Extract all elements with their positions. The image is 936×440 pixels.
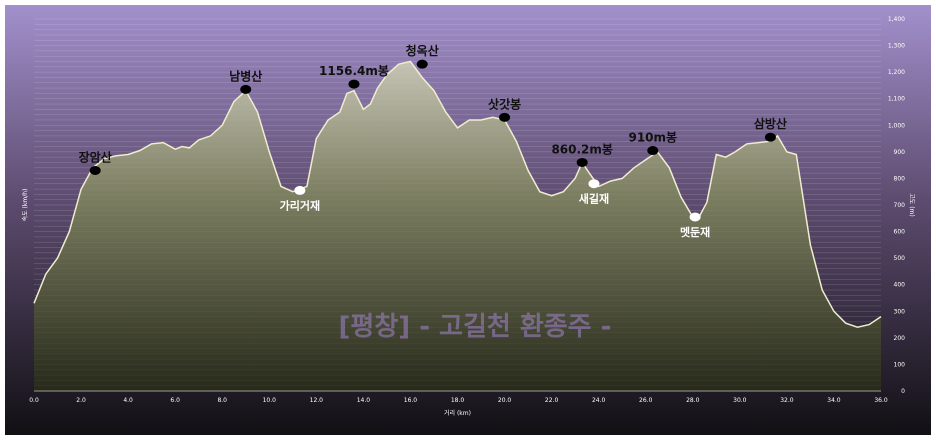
overlay-grid-lines [34, 18, 881, 392]
elevation-area [34, 61, 881, 391]
y-tick-label: 700 [894, 202, 906, 209]
peak-label: 삼방산 [754, 116, 787, 131]
x-tick-label: 30.0 [733, 397, 747, 404]
y-tick-labels-right: 0 100 200 300 400 500 600 700 800 900 1,000 1,100 1,… [888, 16, 905, 395]
x-tick-label: 20.0 [498, 397, 512, 404]
x-tick-label: 36.0 [874, 397, 888, 404]
peak-label: 삿갓봉 [488, 96, 521, 111]
pass-label: 새길재 [579, 192, 609, 206]
peak-marker [240, 84, 252, 94]
x-tick-label: 6.0 [170, 397, 180, 404]
x-tick-label: 0.0 [29, 397, 39, 404]
x-tick-label: 16.0 [404, 397, 418, 404]
x-tick-label: 10.0 [263, 397, 277, 404]
watermark-title: [평창] - 고길천 환종주 - [339, 312, 612, 342]
chart-svg: 0.0 2.0 4.0 6.0 8.0 10.0 12.0 14.0 16.0 18.0 20.0 2… [5, 5, 931, 435]
elevation-profile-chart: 0.0 2.0 4.0 6.0 8.0 10.0 12.0 14.0 16.0 18.0 20.0 2… [5, 5, 931, 435]
peak-marker [764, 132, 776, 142]
y-tick-label: 1,100 [888, 96, 905, 103]
y-axis-label-right: 고도 (m) [908, 193, 915, 216]
pass-marker [689, 212, 701, 222]
y-tick-label: 400 [894, 282, 906, 289]
x-tick-label: 22.0 [545, 397, 559, 404]
x-axis-label: 거리 (km) [444, 409, 471, 417]
x-tick-label: 4.0 [123, 397, 133, 404]
y-tick-label: 1,400 [888, 16, 905, 23]
peak-label: 910m봉 [628, 131, 677, 145]
peak-marker [576, 157, 588, 167]
y-tick-label: 800 [894, 175, 906, 182]
peak-marker [499, 112, 511, 122]
y-tick-label: 1,300 [888, 43, 905, 50]
pass-marker [294, 185, 306, 195]
y-tick-label: 900 [894, 149, 906, 156]
x-tick-label: 28.0 [686, 397, 700, 404]
y-axis-label-left: 속도 (km/h) [21, 189, 29, 222]
elevation-line [33, 60, 882, 328]
x-tick-label: 12.0 [310, 397, 324, 404]
pass-label: 가리거재 [280, 198, 320, 212]
y-tick-label: 1,000 [888, 122, 905, 129]
y-tick-label: 200 [894, 335, 906, 342]
pass-label: 멧둔재 [680, 225, 710, 239]
y-tick-label: 0 [901, 388, 905, 395]
peak-label: 청옥산 [406, 43, 439, 58]
y-tick-label: 1,200 [888, 69, 905, 76]
peak-marker [348, 79, 360, 89]
peak-label: 장암산 [79, 149, 112, 164]
peak-marker [647, 146, 659, 156]
peak-label: 1156.4m봉 [319, 64, 389, 78]
peak-marker [89, 165, 101, 175]
x-tick-label: 14.0 [357, 397, 371, 404]
peak-label: 860.2m봉 [551, 142, 613, 156]
y-tick-label: 500 [894, 255, 906, 262]
x-tick-label: 26.0 [639, 397, 653, 404]
y-tick-label: 100 [894, 361, 906, 368]
y-tick-label: 600 [894, 229, 906, 236]
peak-label: 남병산 [229, 68, 262, 83]
x-tick-labels: 0.0 2.0 4.0 6.0 8.0 10.0 12.0 14.0 16.0 18.0 20.0 2… [29, 397, 888, 404]
x-tick-label: 18.0 [451, 397, 465, 404]
peak-marker [416, 59, 428, 69]
x-tick-label: 32.0 [780, 397, 794, 404]
pass-marker [588, 179, 600, 189]
x-tick-label: 2.0 [76, 397, 86, 404]
x-tick-label: 8.0 [217, 397, 227, 404]
y-tick-label: 300 [894, 308, 906, 315]
x-tick-label: 34.0 [827, 397, 841, 404]
x-tick-label: 24.0 [592, 397, 606, 404]
